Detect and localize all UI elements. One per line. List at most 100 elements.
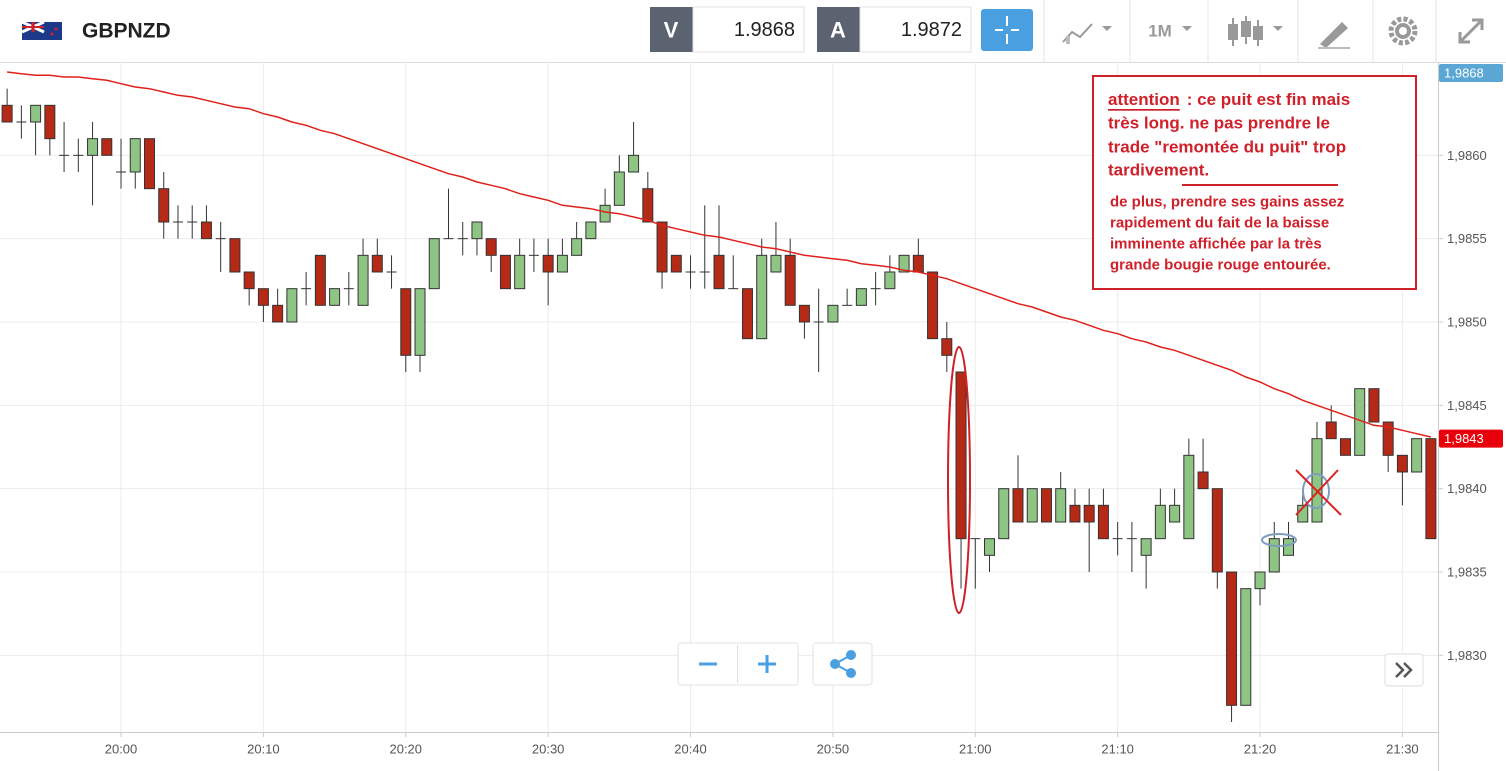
note-heading: attention	[1108, 90, 1180, 109]
candle-body	[257, 288, 269, 306]
sell-price: 1.9868	[734, 19, 795, 41]
candle-body	[685, 271, 696, 273]
candle-body	[1254, 571, 1266, 590]
x-tick-label: 20:50	[817, 742, 850, 757]
note-text: : ce puit est fin mais	[1187, 90, 1350, 109]
candle-body	[87, 138, 99, 156]
moving-average	[7, 71, 1432, 438]
candle-body	[1055, 488, 1067, 523]
price-marker	[1439, 64, 1503, 82]
candle-body	[813, 321, 824, 323]
candle-body	[756, 254, 768, 340]
candle-body	[1183, 454, 1195, 540]
note-box	[1092, 75, 1417, 290]
candle-body	[59, 154, 70, 156]
y-tick-label: 1,9855	[1447, 231, 1487, 246]
y-tick-label: 1,9835	[1447, 565, 1487, 580]
draw-tool-button[interactable]	[1318, 22, 1350, 49]
x-tick-label: 21:10	[1101, 742, 1134, 757]
zoom-in[interactable]	[758, 655, 776, 673]
candle-body	[200, 221, 212, 240]
price-marker-label: 1,9843	[1444, 431, 1484, 446]
buy-label: A	[830, 18, 846, 43]
candle-body	[272, 304, 284, 323]
x-tick-label: 20:30	[532, 742, 565, 757]
crosshair-button[interactable]	[981, 9, 1033, 51]
y-tick-label: 1,9850	[1447, 315, 1487, 330]
candle-body	[713, 254, 725, 290]
buy-button[interactable]	[817, 7, 860, 52]
candle-body	[628, 154, 640, 173]
scroll-end-icon	[1395, 662, 1413, 678]
candle-body	[1112, 538, 1123, 540]
candle-body	[528, 254, 539, 256]
candle-body	[485, 238, 497, 256]
candle-body	[229, 238, 241, 273]
candle-body	[343, 288, 354, 290]
candle-body	[1197, 471, 1209, 490]
y-tick-label: 1,9860	[1447, 148, 1487, 163]
candle-body	[1069, 504, 1081, 523]
candle-body	[143, 138, 155, 190]
x-tick-label: 21:00	[959, 742, 992, 757]
candle-type-button[interactable]	[1228, 16, 1283, 46]
candle-body	[457, 238, 468, 240]
candle-body	[1126, 538, 1137, 540]
candle-body	[728, 288, 739, 290]
note-line: attention : ce puit est fin mais	[1108, 90, 1350, 109]
candle-body	[16, 121, 27, 123]
candle-body	[30, 104, 42, 123]
cross-mark	[1295, 469, 1339, 516]
candle-body	[1368, 388, 1380, 423]
sell-label: V	[664, 18, 679, 43]
expand-button[interactable]	[1458, 18, 1484, 44]
candle-body	[514, 254, 526, 290]
candle-body	[428, 238, 440, 290]
x-tick-label: 21:20	[1244, 742, 1277, 757]
candle-body	[855, 288, 867, 306]
timeframe[interactable]: 1M	[1148, 22, 1172, 41]
candle-body	[1, 104, 13, 123]
plot-area	[0, 62, 1438, 732]
share-button[interactable]	[812, 642, 873, 686]
x-tick-label: 20:00	[105, 742, 138, 757]
candle-body	[699, 271, 710, 273]
price-marker-label: 1,9868	[1444, 66, 1484, 81]
axes: 1,9860 1,9855 1,9850 1,9845 1,9840 1,9835 1,98…	[105, 64, 1503, 757]
candle-body	[1339, 438, 1351, 456]
candle-body	[286, 288, 298, 323]
candle-body	[371, 254, 383, 273]
candle-body	[642, 188, 654, 223]
exit-mark	[1302, 473, 1330, 509]
note-line: trade "remontée du puit" trop	[1108, 138, 1346, 157]
settings-button[interactable]	[1388, 16, 1418, 46]
candle-body	[1311, 438, 1323, 523]
candle-body	[984, 538, 996, 556]
candle-body	[1154, 504, 1166, 540]
candle-body	[1211, 488, 1223, 573]
candle-body	[1283, 538, 1295, 556]
x-tick-label: 20:20	[389, 742, 422, 757]
candle-body	[912, 254, 924, 273]
candle-body	[955, 371, 967, 540]
buy-price-box[interactable]	[859, 6, 972, 53]
sell-button[interactable]	[650, 7, 693, 52]
candle-body	[898, 254, 910, 273]
candle-body	[884, 271, 896, 290]
candle-body	[870, 288, 881, 290]
candle-body	[1240, 588, 1252, 706]
candle-body	[129, 138, 141, 173]
y-tick-label: 1,9845	[1447, 398, 1487, 413]
entry-mark	[1261, 533, 1297, 547]
candle-body	[499, 254, 511, 290]
candle-body	[44, 104, 56, 140]
candle-body	[798, 304, 810, 323]
candle-body	[1382, 421, 1394, 456]
candle-body	[400, 288, 412, 356]
candle-body	[386, 271, 397, 273]
x-tick-label: 20:40	[674, 742, 707, 757]
share-icon	[830, 650, 856, 678]
chart-type-button[interactable]	[1062, 23, 1112, 44]
sell-price-box[interactable]	[692, 6, 805, 53]
